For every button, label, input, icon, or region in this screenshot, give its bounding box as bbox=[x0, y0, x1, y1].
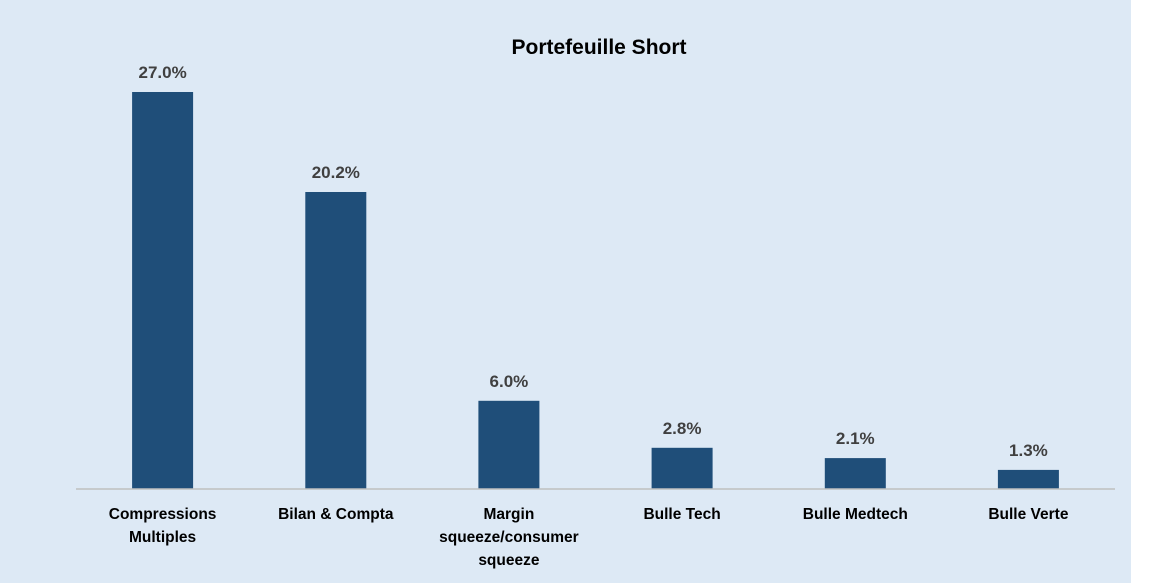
category-label-2: Margin squeeze/consumer squeeze bbox=[439, 506, 579, 569]
data-label-3: 2.8% bbox=[663, 419, 702, 438]
data-label-5: 1.3% bbox=[1009, 441, 1048, 460]
data-label-4: 2.1% bbox=[836, 429, 875, 448]
category-label-line: Bulle Tech bbox=[643, 506, 720, 523]
category-label-1: Bilan & Compta bbox=[278, 506, 394, 523]
bar-3 bbox=[651, 447, 713, 489]
bar-2 bbox=[478, 400, 540, 489]
category-label-line: Compressions bbox=[109, 506, 217, 523]
data-label-2: 6.0% bbox=[490, 372, 529, 391]
category-label-4: Bulle Medtech bbox=[803, 506, 908, 523]
chart-title: Portefeuille Short bbox=[511, 36, 686, 59]
data-labels-group: 27.0% 20.2% 6.0% 2.8% 2.1% 1.3% bbox=[138, 63, 1047, 460]
category-label-3: Bulle Tech bbox=[643, 506, 720, 523]
category-label-0: Compressions Multiples bbox=[109, 506, 217, 546]
category-label-line: Multiples bbox=[129, 529, 196, 546]
bar-chart: Portefeuille Short 27.0% 20.2% 6.0% 2.8% 2.1… bbox=[76, 36, 1115, 569]
category-label-5: Bulle Verte bbox=[988, 506, 1068, 523]
category-label-line: Bulle Verte bbox=[988, 506, 1068, 523]
category-label-line: Bulle Medtech bbox=[803, 506, 908, 523]
category-labels-group: Compressions Multiples Bilan & Compta Margi… bbox=[109, 506, 1069, 569]
chart-area: Portefeuille Short 27.0% 20.2% 6.0% 2.8% 2.1… bbox=[0, 0, 1131, 583]
bars-group bbox=[132, 92, 1059, 489]
category-label-line: squeeze bbox=[478, 552, 540, 569]
bar-0 bbox=[132, 92, 194, 489]
data-label-1: 20.2% bbox=[312, 163, 360, 182]
data-label-0: 27.0% bbox=[138, 63, 186, 82]
bar-4 bbox=[824, 458, 886, 489]
category-label-line: Bilan & Compta bbox=[278, 506, 394, 523]
bar-5 bbox=[997, 469, 1059, 489]
category-label-line: Margin bbox=[483, 506, 534, 523]
bar-1 bbox=[305, 192, 367, 489]
category-label-line: squeeze/consumer bbox=[439, 529, 579, 546]
